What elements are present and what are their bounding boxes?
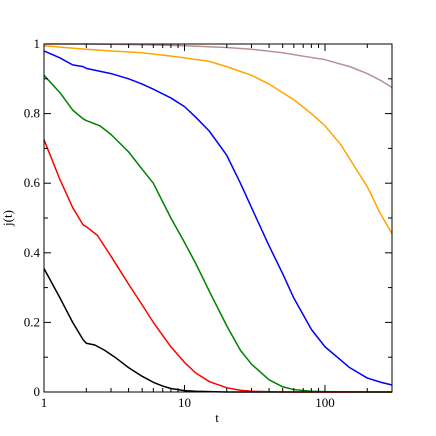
y-tick-label: 0.8	[24, 106, 40, 121]
y-tick-label: 0.2	[24, 314, 40, 329]
series-line-2	[43, 139, 392, 393]
x-tick-label: 10	[178, 395, 191, 410]
series-line-5	[43, 44, 393, 235]
y-tick-label: 1	[34, 36, 41, 51]
x-axis-label: t	[215, 410, 219, 425]
series-layer	[43, 43, 393, 393]
series-line-4	[43, 50, 393, 386]
x-tick-label: 100	[315, 395, 335, 410]
ticks-layer: 1 10 100 0 0.2 0.4 0.6 0.8 1	[24, 36, 393, 410]
y-axis-label: j(t)	[0, 210, 15, 227]
y-tick-label: 0.4	[24, 245, 41, 260]
series-line-3	[43, 74, 393, 393]
series-line-1	[43, 268, 392, 393]
x-tick-label: 1	[41, 395, 48, 410]
plot-frame	[43, 43, 393, 393]
y-tick-label: 0.6	[24, 175, 41, 190]
y-tick-label: 0	[34, 384, 41, 399]
